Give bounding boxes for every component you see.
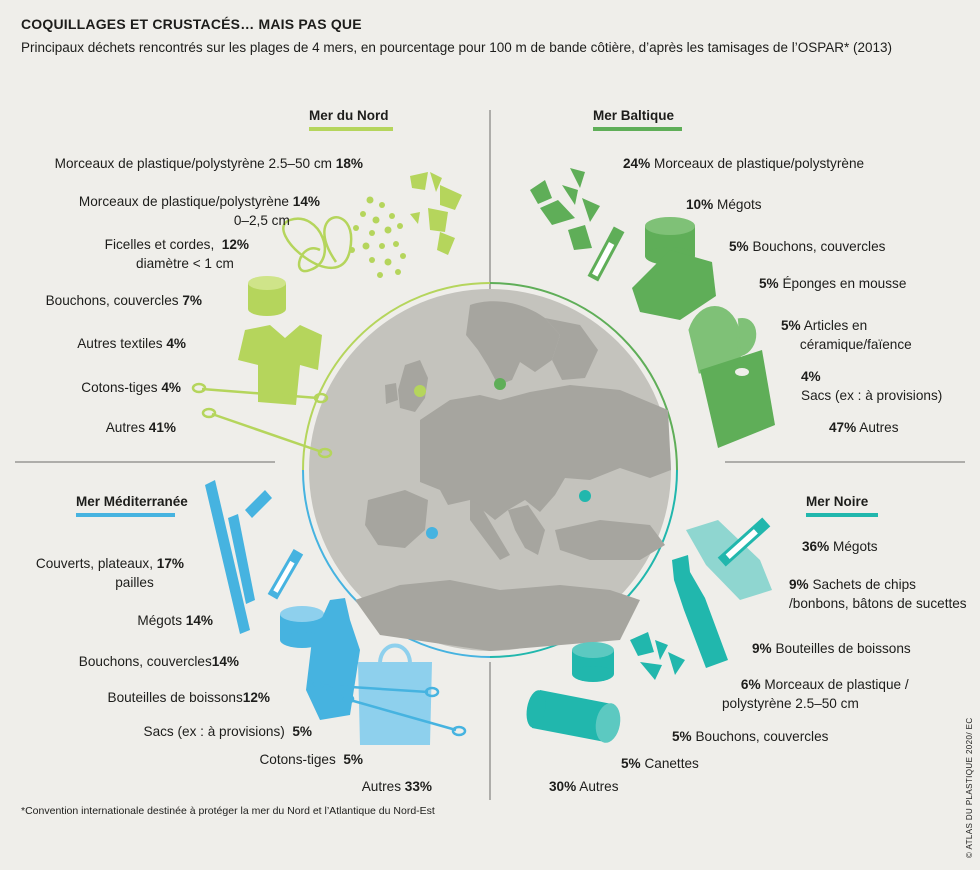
mediterranee-item: Mégots 14% xyxy=(137,613,213,628)
noire-bottle-icon xyxy=(672,555,728,668)
dot-noire xyxy=(579,490,591,502)
underline-nord xyxy=(309,127,393,131)
noire-item: 5% Bouchons, couvercles xyxy=(672,729,829,744)
page-subtitle: Principaux déchets rencontrés sur les pl… xyxy=(21,40,892,55)
page-title: COQUILLAGES ET CRUSTACÉS… MAIS PAS QUE xyxy=(21,16,362,32)
sea-name-mediterranee: Mer Méditerranée xyxy=(76,494,188,509)
can-icon xyxy=(526,690,621,743)
europe-map xyxy=(355,301,671,651)
sea-name-nord: Mer du Nord xyxy=(309,108,389,123)
nord-item: Autres 41% xyxy=(105,420,176,435)
straw-icon xyxy=(205,480,272,634)
noire-item: 30% Autres xyxy=(549,779,619,794)
med-cotton-swab-icon xyxy=(309,678,467,737)
nord-item: Autres textiles 4% xyxy=(77,336,186,351)
med-cigarette-icon xyxy=(267,548,304,600)
nord-item: Bouchons, couvercles 7% xyxy=(45,293,202,308)
dot-mediterranee xyxy=(426,527,438,539)
mug-icon xyxy=(688,306,757,374)
sea-name-noire: Mer Noire xyxy=(806,494,869,509)
ring-nord xyxy=(302,282,491,471)
cigarette-icon xyxy=(587,226,625,282)
mediterranee-item: Couverts, plateaux, 17% pailles xyxy=(35,556,184,590)
baltique-fragments xyxy=(530,168,600,250)
footnote: *Convention internationale destinée à pr… xyxy=(21,805,435,817)
mediterranee-item: Bouteilles de boissons12% xyxy=(107,690,271,705)
med-bottle-icon xyxy=(306,598,360,720)
dot-baltique xyxy=(494,378,506,390)
noire-cap-icon xyxy=(572,642,614,682)
mediterranee-item: Bouchons, couvercles14% xyxy=(78,654,239,669)
baltique-item: 5% Articles en céramique/faïence xyxy=(781,318,912,352)
baltique-item: 4% Sacs (ex : à provisions) xyxy=(801,369,943,403)
nord-fragments xyxy=(349,172,462,278)
noire-fragments xyxy=(630,632,685,680)
ring-baltique xyxy=(489,282,678,471)
mediterranee-item: Cotons-tiges 5% xyxy=(259,752,363,767)
sea-name-baltique: Mer Baltique xyxy=(593,108,675,123)
tshirt-icon xyxy=(238,325,322,405)
underline-noire xyxy=(806,513,878,517)
baltique-item: 5% Bouchons, couvercles xyxy=(729,239,886,254)
nord-item: Cotons-tiges 4% xyxy=(81,380,181,395)
baltique-item: 5% Éponges en mousse xyxy=(759,276,907,291)
nord-item: Morceaux de plastique/polystyrène 14% 0–… xyxy=(78,194,320,228)
mediterranee-item: Sacs (ex : à provisions) 5% xyxy=(143,724,313,739)
nord-item: Morceaux de plastique/polystyrène 2.5–50… xyxy=(54,156,363,171)
sponge-icon xyxy=(632,250,716,320)
baltique-item: 24% Morceaux de plastique/polystyrène xyxy=(623,156,865,171)
med-bag-icon xyxy=(358,662,432,745)
baltique-cap-icon xyxy=(645,217,695,265)
underline-mediterranee xyxy=(76,513,175,517)
noire-item: 5% Canettes xyxy=(621,756,699,771)
cotton-swab-icon xyxy=(191,382,333,459)
nord-item: Ficelles et cordes, 12% diamètre < 1 cm xyxy=(104,237,249,271)
noire-item: 6% Morceaux de plastique / polystyrène 2… xyxy=(722,677,909,711)
noire-item: 9% Bouteilles de boissons xyxy=(752,641,911,656)
string-icon xyxy=(282,216,353,273)
dot-nord xyxy=(414,385,426,397)
bottle-cap-icon xyxy=(248,276,286,316)
noire-item: 9% Sachets de chips /bonbons, bâtons de … xyxy=(789,577,967,611)
underline-baltique xyxy=(593,127,682,131)
baltique-bag-icon xyxy=(700,350,775,448)
baltique-item: 47% Autres xyxy=(829,420,899,435)
noire-cigarette-icon xyxy=(717,517,771,567)
noire-item: 36% Mégots xyxy=(802,539,878,554)
credit: © ATLAS DU PLASTIQUE 2020/ EC xyxy=(965,717,974,858)
baltique-item: 10% Mégots xyxy=(686,197,762,212)
mediterranee-item: Autres 33% xyxy=(361,779,432,794)
